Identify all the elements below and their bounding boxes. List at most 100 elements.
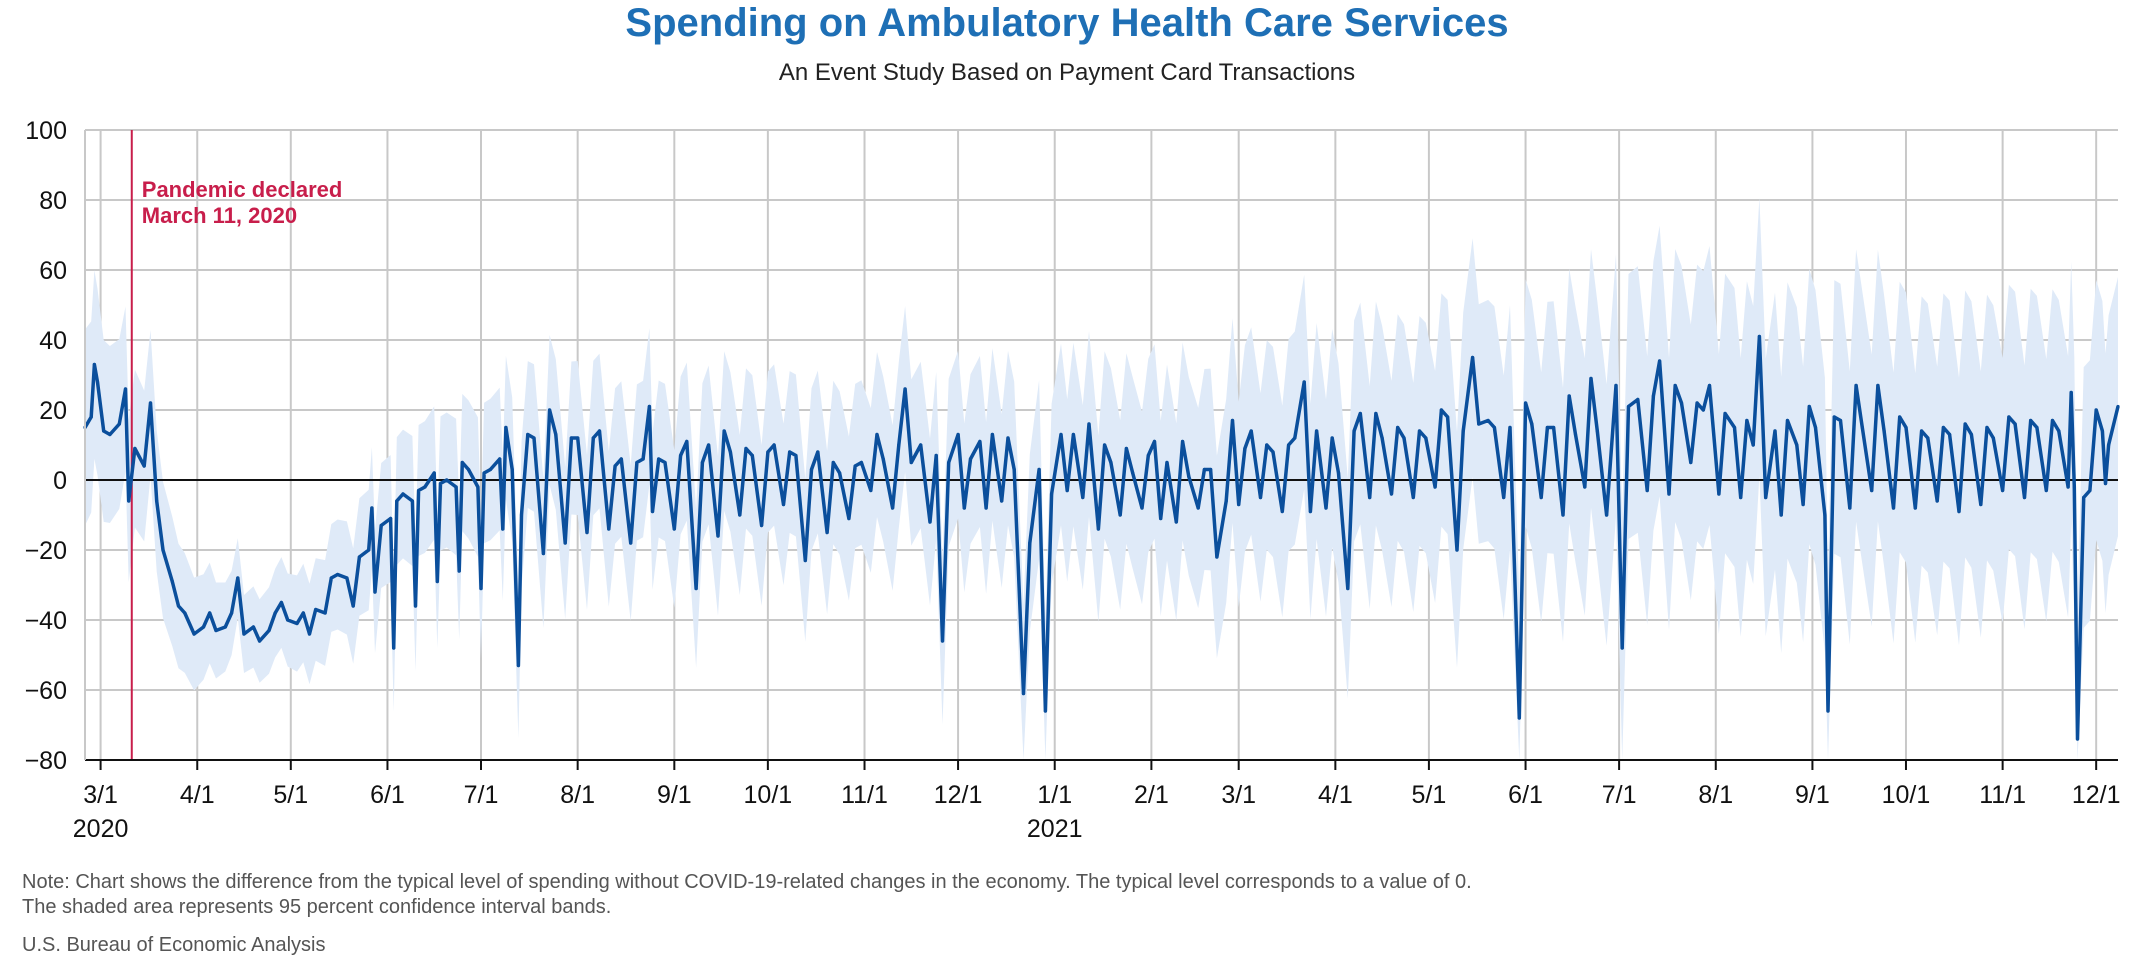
data-point — [679, 453, 683, 458]
x-tick-label: 5/1 — [1412, 781, 1447, 809]
spending-series — [83, 334, 2120, 741]
x-tick-label: 8/1 — [560, 781, 595, 809]
data-point — [2100, 429, 2104, 433]
data-point — [1876, 383, 1880, 388]
data-point — [1508, 425, 1512, 430]
data-point — [2075, 737, 2080, 741]
data-point — [548, 408, 552, 412]
x-tick-label: 9/1 — [657, 781, 692, 809]
data-point — [1823, 513, 1827, 517]
data-point — [476, 485, 480, 489]
data-point — [1779, 513, 1783, 517]
data-point — [1645, 488, 1649, 493]
data-point — [89, 415, 93, 419]
data-point — [183, 611, 187, 615]
note-line-1: Note: Chart shows the difference from th… — [22, 871, 1472, 893]
data-point — [1732, 425, 1737, 430]
data-point — [1308, 509, 1312, 514]
data-point — [1667, 492, 1671, 496]
x-tick-label: 5/1 — [273, 781, 308, 809]
data-point — [694, 586, 698, 591]
data-point — [1103, 443, 1107, 447]
data-point — [336, 572, 340, 577]
data-point — [1860, 425, 1864, 430]
data-point — [1006, 436, 1010, 440]
data-point — [1502, 495, 1506, 500]
data-point — [1701, 408, 1705, 412]
data-point — [161, 548, 165, 552]
x-tick-label: 9/1 — [1795, 781, 1830, 809]
data-point — [2107, 443, 2111, 447]
data-point — [947, 460, 951, 465]
x-tick-label: 6/1 — [370, 781, 405, 809]
data-point — [940, 639, 945, 643]
data-point — [619, 457, 623, 461]
data-point — [984, 506, 988, 510]
data-point — [1346, 586, 1350, 591]
data-point — [869, 488, 873, 493]
data-point — [766, 450, 770, 454]
data-point — [1411, 495, 1415, 500]
data-point — [563, 541, 567, 545]
data-point — [934, 453, 938, 458]
pandemic-annotation-line1: Pandemic declared — [142, 177, 343, 202]
data-point — [108, 432, 112, 437]
data-point — [1271, 450, 1275, 454]
data-point — [1545, 425, 1549, 430]
y-tick-label: −60 — [25, 677, 67, 705]
data-point — [1882, 429, 1886, 433]
data-point — [1324, 506, 1328, 510]
x-tick-label: 1/1 — [1037, 781, 1072, 809]
data-point — [192, 632, 196, 636]
data-point — [716, 534, 720, 538]
data-point — [1174, 520, 1178, 524]
x-tick-label: 8/1 — [1698, 781, 1733, 809]
data-point — [2072, 485, 2076, 489]
data-point — [1739, 495, 1743, 500]
data-point — [635, 460, 639, 465]
data-point — [1870, 488, 1874, 493]
data-point — [707, 443, 711, 447]
data-point — [1043, 709, 1047, 713]
data-point — [1530, 422, 1534, 426]
data-point — [1807, 404, 1811, 409]
chart-note: Note: Chart shows the difference from th… — [22, 870, 1472, 920]
data-point — [479, 586, 483, 591]
data-point — [569, 436, 574, 440]
data-point — [1071, 432, 1075, 437]
data-point — [1209, 467, 1213, 472]
source-credit: U.S. Bureau of Economic Analysis — [22, 934, 326, 956]
data-point — [1991, 436, 1995, 440]
axes: 100 80 60 40 20 0 −20 −40 −60 −80 3/1 4/1 5/1 6/1 7/1 8… — [25, 117, 2121, 843]
data-point — [897, 443, 901, 447]
data-point — [978, 439, 982, 444]
data-point — [1028, 541, 1032, 545]
data-point — [1265, 443, 1269, 447]
data-point — [1926, 436, 1930, 440]
data-point — [647, 404, 652, 409]
data-point — [788, 450, 792, 454]
data-point — [329, 576, 333, 580]
data-point — [516, 663, 521, 668]
data-point — [554, 432, 558, 437]
data-point — [2022, 495, 2027, 500]
data-point — [435, 579, 439, 584]
data-point — [251, 625, 255, 629]
data-point — [1140, 506, 1144, 510]
data-point — [301, 611, 305, 615]
data-point — [2007, 415, 2011, 419]
data-point — [201, 625, 206, 629]
data-point — [1152, 439, 1157, 444]
x-tick-label: 7/1 — [1602, 781, 1637, 809]
data-point — [1524, 401, 1528, 405]
data-point — [1417, 429, 1422, 433]
data-point — [847, 516, 851, 521]
data-point — [613, 464, 617, 468]
data-point — [460, 460, 464, 465]
data-point — [1165, 460, 1169, 465]
data-point — [1181, 439, 1185, 444]
data-point — [657, 457, 661, 461]
data-point — [155, 499, 159, 503]
data-point — [760, 523, 764, 528]
